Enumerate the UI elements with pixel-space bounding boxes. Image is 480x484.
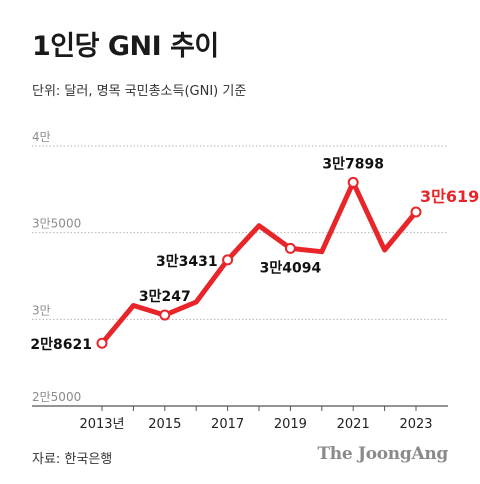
data-label: 2만8621 — [30, 337, 92, 353]
x-tick-label: 2021 — [337, 417, 370, 432]
y-tick-label: 3만 — [32, 303, 51, 317]
x-tick-label: 2013년 — [79, 417, 124, 432]
x-tick-label: 2023 — [399, 417, 432, 432]
data-point-marker — [96, 337, 108, 349]
data-label: 3만3431 — [156, 254, 218, 270]
data-label: 3만7898 — [322, 156, 384, 172]
source-note: 자료: 한국은행 — [32, 452, 113, 467]
data-point-marker — [159, 309, 171, 321]
x-tick-label: 2017 — [211, 417, 244, 432]
chart-subtitle: 단위: 달러, 명목 국민총소득(GNI) 기준 — [32, 84, 247, 99]
x-tick-label: 2015 — [148, 417, 181, 432]
data-label-latest: 3만6194 — [420, 187, 480, 206]
y-tick-label: 4만 — [32, 130, 51, 144]
x-tick-label: 2019 — [274, 417, 307, 432]
chart-title: 1인당 GNI 추이 — [32, 31, 219, 62]
data-point-marker — [222, 254, 234, 266]
data-label: 3만247 — [139, 289, 191, 305]
data-point-marker — [347, 176, 359, 188]
data-point-marker — [284, 242, 296, 254]
data-point-marker — [410, 206, 422, 218]
brand-logo: The JoongAng — [317, 444, 448, 464]
y-tick-label: 2만5000 — [32, 390, 81, 404]
y-tick-label: 3만5000 — [32, 217, 81, 231]
gni-series-line — [99, 179, 419, 346]
data-label: 3만4094 — [260, 260, 322, 276]
